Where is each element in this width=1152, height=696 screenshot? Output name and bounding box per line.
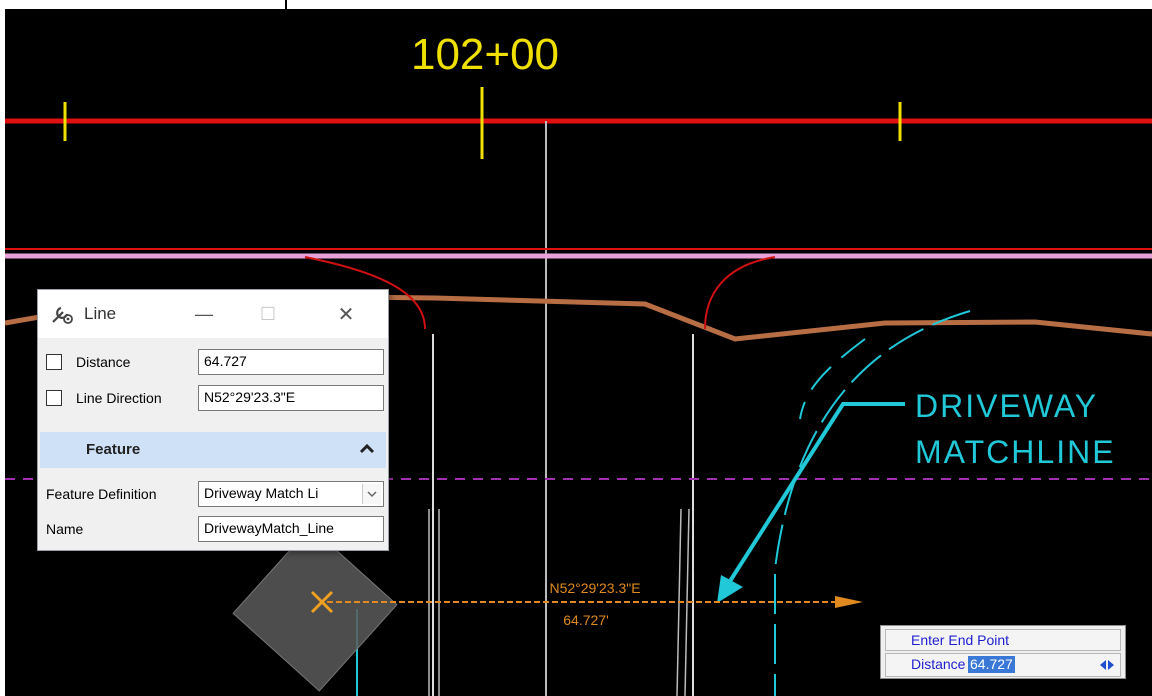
dialog-titlebar[interactable]: Line — ☐ ✕ — [38, 290, 388, 338]
dialog-title: Line — [84, 304, 117, 323]
feature-definition-label: Feature Definition — [46, 486, 157, 502]
curb-return-left — [304, 256, 426, 330]
distance-input[interactable]: 64.727 — [198, 349, 384, 375]
feature-definition-row: Feature Definition — [46, 480, 157, 508]
line-direction-label: Line Direction — [76, 390, 162, 406]
curb-return-right — [704, 256, 776, 330]
maximize-button[interactable]: ☐ — [259, 303, 277, 324]
left-right-arrows-icon[interactable] — [1100, 658, 1114, 672]
cursor-indicator — [285, 0, 287, 9]
feature-section-title: Feature — [86, 441, 141, 458]
start-point-marker — [310, 590, 334, 614]
line-tool-dialog: Line — ☐ ✕ Distance 64.727 Line Directio… — [37, 289, 389, 551]
chevron-up-icon[interactable] — [358, 440, 376, 458]
prompt-distance-input[interactable]: 64.727 — [968, 656, 1015, 673]
dynamic-distance-label: 64.727' — [563, 612, 609, 628]
dynamic-bearing-label: N52°29'23.3"E — [549, 580, 640, 596]
station-label: 102+00 — [411, 30, 559, 79]
annotation-line-1: DRIVEWAY — [915, 388, 1098, 424]
distance-lock-checkbox[interactable] — [46, 354, 62, 370]
prompt-title: Enter End Point — [885, 629, 1121, 651]
distance-label: Distance — [76, 354, 131, 370]
driveway-edge-curve-outer — [799, 338, 866, 420]
minimize-button[interactable]: — — [195, 303, 213, 324]
cad-drawing: 102+00 DRIVEWAY — [5, 30, 1152, 696]
line-direction-input[interactable]: N52°29'23.3"E — [198, 385, 384, 411]
annotation-line-2: MATCHLINE — [915, 434, 1116, 470]
dynamic-line-arrowhead — [835, 596, 863, 608]
tool-prompt-box: Enter End Point Distance 64.727 — [880, 625, 1126, 679]
feature-section-header[interactable]: Feature — [40, 432, 386, 468]
distance-row: Distance — [46, 348, 130, 376]
prompt-distance-label: Distance — [911, 656, 966, 672]
leader-line — [723, 402, 905, 591]
feature-definition-value: Driveway Match Li — [204, 485, 319, 501]
leader-arrowhead — [717, 575, 743, 603]
line-direction-lock-checkbox[interactable] — [46, 390, 62, 406]
line-direction-row: Line Direction — [46, 384, 162, 412]
close-button[interactable]: ✕ — [337, 303, 355, 326]
name-row: Name — [46, 515, 83, 543]
driveway-edge-curve — [774, 310, 971, 696]
name-input[interactable]: DrivewayMatch_Line — [198, 516, 384, 542]
name-label: Name — [46, 521, 84, 537]
prompt-distance-row: Distance 64.727 — [885, 653, 1121, 677]
feature-definition-select[interactable]: Driveway Match Li — [198, 481, 384, 507]
wrench-gear-icon — [52, 306, 73, 324]
chevron-down-icon[interactable] — [362, 484, 381, 504]
